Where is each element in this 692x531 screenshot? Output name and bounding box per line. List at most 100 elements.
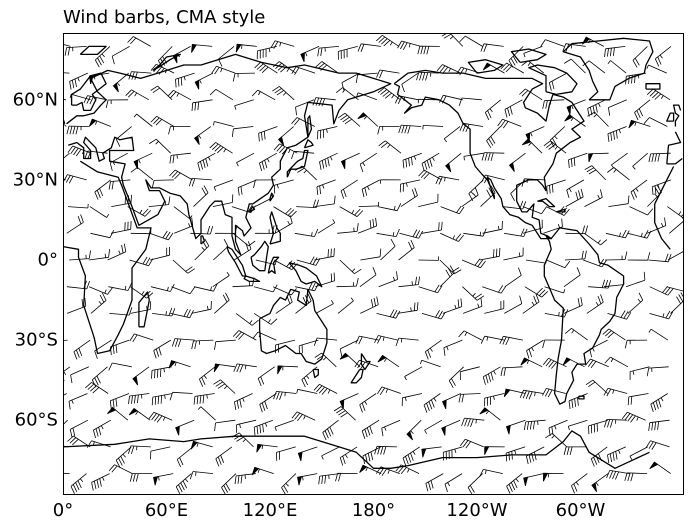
wind-barb xyxy=(355,72,378,83)
wind-barb xyxy=(63,339,68,341)
wind-barb xyxy=(170,308,194,319)
wind-barb xyxy=(313,337,338,346)
wind-barb xyxy=(272,86,295,101)
wind-barb xyxy=(173,206,193,220)
wind-barb xyxy=(398,239,415,261)
wind-barb xyxy=(315,300,334,314)
wind-barb xyxy=(130,229,152,235)
wind-barb xyxy=(359,267,377,288)
wind-barb xyxy=(417,45,440,55)
wind-barb xyxy=(291,117,315,127)
wind-barb xyxy=(84,150,108,160)
wind-barb xyxy=(435,175,460,185)
wind-barb xyxy=(540,39,565,47)
wind-barb xyxy=(151,179,175,189)
wind-barb xyxy=(398,276,420,288)
wind-barb xyxy=(127,206,152,217)
wind-barb xyxy=(213,179,234,191)
wind-barb xyxy=(214,419,236,432)
lon-tick-label: 120°W xyxy=(446,500,508,521)
wind-barb xyxy=(376,34,400,47)
wind-barb xyxy=(505,419,526,435)
wind-barb xyxy=(69,72,88,90)
wind-barb xyxy=(335,472,358,482)
wind-barb xyxy=(607,446,626,464)
wind-barb xyxy=(627,292,644,314)
wind-barb xyxy=(399,179,421,193)
wind-barb xyxy=(520,357,543,368)
wind-barb xyxy=(378,271,398,288)
wind-barb xyxy=(627,393,649,406)
wind-barb xyxy=(394,95,419,105)
wind-barb xyxy=(88,118,111,127)
wind-barb xyxy=(212,194,234,207)
wind-barb xyxy=(504,295,523,314)
wind-barb xyxy=(340,152,360,169)
wind-barb xyxy=(274,179,294,194)
wind-barb xyxy=(565,188,584,207)
wind-barb xyxy=(377,126,400,135)
wind-barb xyxy=(63,152,70,160)
lon-tick-label: 180° xyxy=(351,500,396,521)
wind-barb xyxy=(272,61,296,74)
wind-barb xyxy=(151,393,173,406)
wind-barb xyxy=(333,406,356,421)
wind-barb xyxy=(442,298,463,314)
wind-barb xyxy=(502,200,527,210)
wind-barb xyxy=(175,473,192,495)
lon-tick-label: 0° xyxy=(52,500,74,521)
wind-barb xyxy=(359,464,382,474)
wind-barb xyxy=(582,60,606,74)
wind-barb xyxy=(486,126,501,148)
wind-barb xyxy=(67,435,91,448)
wind-barb xyxy=(83,95,108,105)
wind-barb xyxy=(625,72,647,85)
wind-barb xyxy=(542,388,566,398)
wind-barb xyxy=(416,71,439,81)
wind-barb xyxy=(648,253,672,263)
wind-barb xyxy=(357,112,379,127)
wind-barb xyxy=(602,328,626,341)
wind-barb xyxy=(130,286,154,299)
lon-tick-label: 120°E xyxy=(242,500,298,521)
wind-barb xyxy=(253,284,278,293)
wind-barb xyxy=(70,366,90,384)
wind-barb xyxy=(69,250,91,261)
wind-barb xyxy=(506,473,523,494)
wind-barb xyxy=(211,65,236,75)
wind-barb xyxy=(400,187,418,207)
wind-barb xyxy=(603,280,625,288)
wind-barb xyxy=(190,225,214,235)
wind-barb xyxy=(543,140,567,154)
coastline-nz-south xyxy=(350,368,364,384)
wind-barb xyxy=(589,339,608,358)
wind-barb xyxy=(566,99,586,115)
wind-barb xyxy=(629,206,654,216)
wind-barb xyxy=(542,357,567,369)
wind-barb xyxy=(270,40,295,49)
wind-barb xyxy=(445,152,462,173)
wind-barb xyxy=(604,46,626,58)
wind-barb xyxy=(544,308,569,318)
wind-barb xyxy=(399,229,424,239)
wind-barb xyxy=(402,152,422,169)
wind-barb xyxy=(646,88,671,101)
wind-barb xyxy=(63,419,68,426)
wind-barb xyxy=(85,382,109,394)
coastline-britain xyxy=(672,104,682,127)
coastline-eurasia xyxy=(66,53,392,256)
wind-barb xyxy=(191,44,213,53)
wind-barb xyxy=(253,419,274,436)
wind-barb xyxy=(317,219,336,234)
wind-barb xyxy=(543,218,563,234)
wind-barb xyxy=(291,66,316,75)
wind-barb xyxy=(500,62,525,74)
wind-barb xyxy=(315,272,335,288)
wind-barb xyxy=(542,99,565,109)
wind-barb xyxy=(361,179,380,198)
lat-tick-label: 0° xyxy=(37,249,58,271)
wind-barb xyxy=(461,417,485,427)
wind-barb xyxy=(359,393,377,413)
wind-barb xyxy=(341,72,360,91)
wind-barb xyxy=(93,419,111,439)
